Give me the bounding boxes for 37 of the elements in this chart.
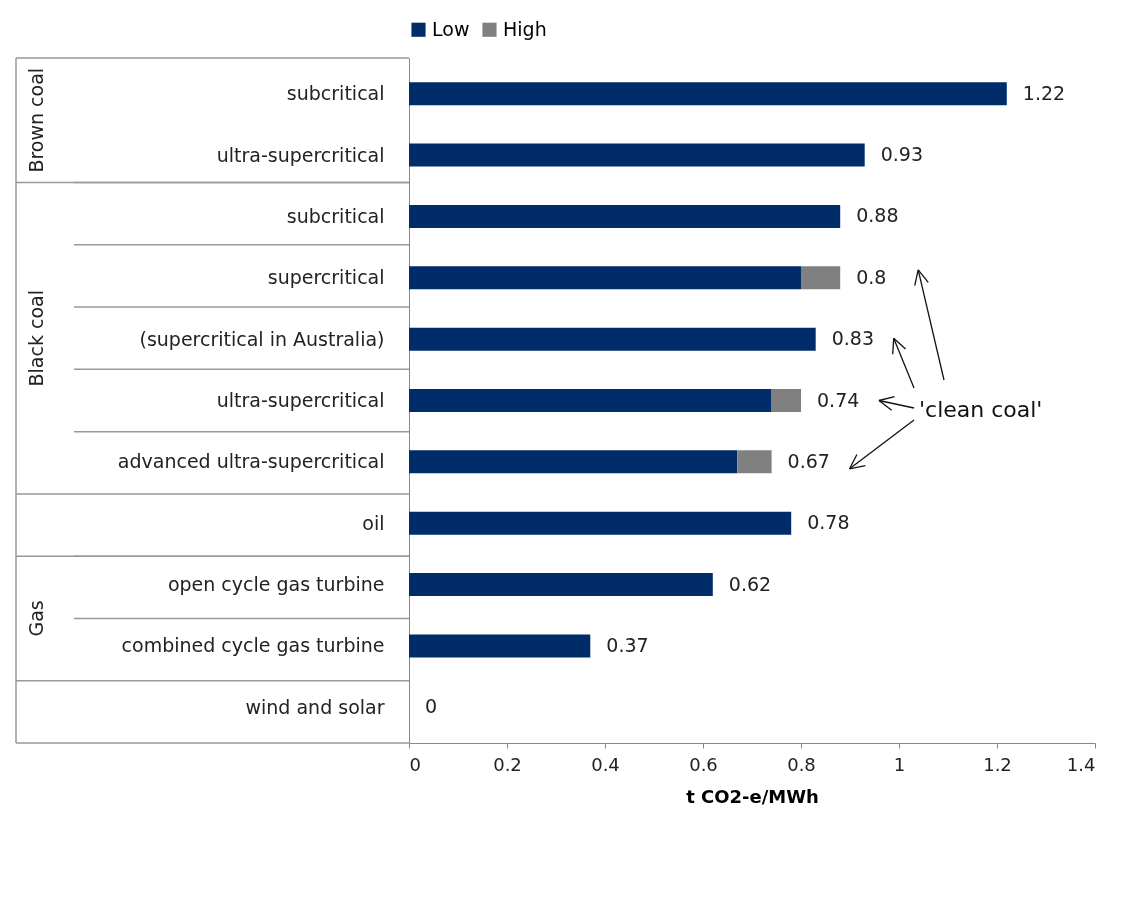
legend-label: Low — [432, 17, 470, 40]
y-tick-label: ultra-supercritical — [216, 143, 385, 166]
data-label: 0.62 — [728, 572, 772, 595]
x-tick-label: 1 — [893, 753, 906, 775]
y-tick-label: subcritical — [286, 204, 385, 227]
data-label: 0.88 — [856, 204, 899, 227]
x-tick-label: 0.2 — [493, 753, 522, 775]
y-tick-label: (supercritical in Australia) — [139, 327, 385, 350]
y-tick-label: wind and solar — [245, 695, 385, 718]
data-label: 0.8 — [856, 265, 887, 288]
data-label: 0.78 — [807, 511, 850, 534]
y-tick-label: subcritical — [286, 82, 385, 105]
x-tick-label: 1.2 — [983, 753, 1012, 775]
data-label: 1.22 — [1022, 81, 1066, 104]
data-label: 0.74 — [817, 388, 860, 411]
data-label: 0.93 — [880, 143, 924, 166]
y-tick-label: supercritical — [267, 266, 385, 289]
data-label: 0 — [425, 695, 438, 718]
x-tick-label: 1.4 — [1066, 753, 1096, 775]
data-label: 0.67 — [787, 449, 830, 472]
y-tick-label: advanced ultra-supercritical — [117, 450, 385, 473]
annotation: 'clean coal' — [919, 397, 1043, 422]
x-axis-title: t CO2-e/MWh — [686, 785, 819, 807]
text: Gas — [25, 600, 47, 637]
x-tick-label: 0.8 — [787, 753, 816, 775]
x-tick-label: 0 — [409, 753, 421, 775]
text: Brown coal — [25, 67, 47, 173]
data-label: 0.83 — [831, 327, 875, 350]
y-tick-label: ultra-supercritical — [216, 389, 385, 411]
y-tick-label: open cycle gas turbine — [167, 573, 385, 596]
data-label: 0.37 — [606, 633, 649, 656]
text: Black coal — [25, 290, 47, 387]
legend-label: High — [503, 17, 547, 40]
y-tick-label: combined cycle gas turbine — [121, 634, 385, 657]
x-tick-label: 0.4 — [591, 753, 620, 775]
y-tick-label: oil — [362, 511, 385, 534]
x-tick-label: 0.6 — [689, 753, 718, 775]
